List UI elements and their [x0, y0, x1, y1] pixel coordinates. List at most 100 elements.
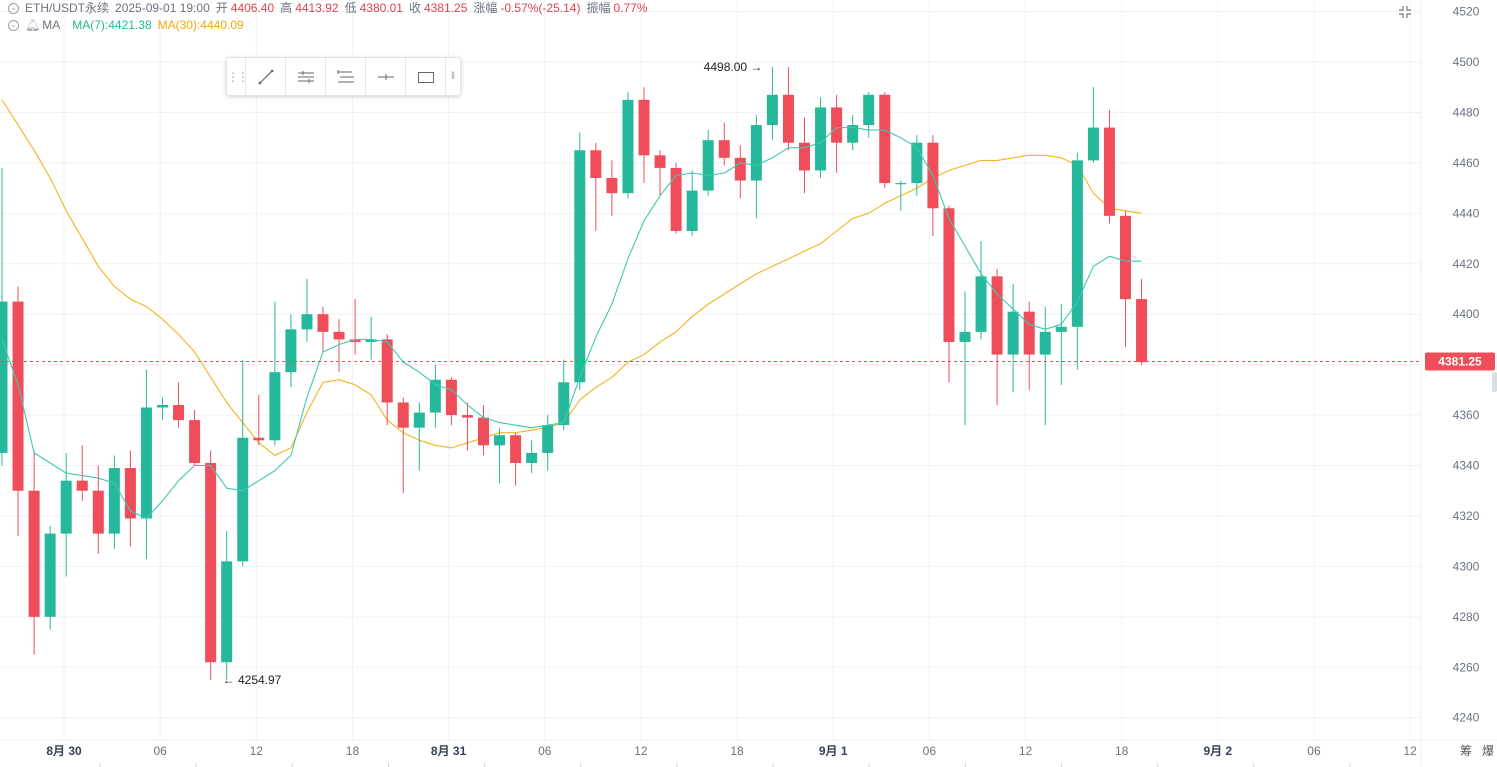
price-tick-label: 4460	[1453, 156, 1480, 170]
chevron-down-icon[interactable]: ⌄	[8, 19, 19, 31]
candle	[1055, 304, 1067, 385]
candle	[173, 382, 185, 428]
time-axis[interactable]: 8月 30 06 12 18 8月 31 06 12 18 9月 1 06 12 18 9月 2 06 12…	[46, 744, 1494, 767]
candle-body	[108, 468, 120, 534]
candle	[831, 94, 843, 173]
candle	[205, 450, 217, 680]
price-tick-label: 4300	[1453, 559, 1480, 573]
candle-body	[959, 331, 971, 342]
candle-body	[285, 329, 297, 373]
low-label: 低	[344, 1, 357, 15]
candle	[478, 404, 489, 456]
candle	[654, 150, 666, 196]
rectangle-icon	[417, 71, 434, 83]
candle-body	[60, 480, 72, 534]
low-price-label: ← 4254.97	[223, 673, 282, 687]
change-label: 涨幅	[473, 1, 498, 15]
parallel-lines-icon	[297, 70, 314, 83]
high-price-label: 4498.00 →	[704, 60, 763, 74]
candle-body	[526, 452, 538, 463]
candle	[863, 92, 875, 138]
candle	[1071, 152, 1083, 370]
trend-line-tool[interactable]	[245, 58, 285, 95]
fullscreen-button[interactable]	[1396, 3, 1414, 21]
candle-body	[847, 125, 859, 143]
horizontal-ray-tool[interactable]	[365, 58, 405, 95]
candle	[333, 319, 345, 373]
rectangle-tool[interactable]	[405, 58, 445, 95]
candle-body	[750, 125, 762, 181]
candle-body	[895, 183, 907, 185]
candle	[44, 526, 56, 630]
ma7-value: MA(7):4421.38	[72, 18, 152, 32]
price-tick-label: 4440	[1453, 206, 1480, 220]
candle-body	[606, 178, 618, 194]
candle	[237, 359, 249, 567]
candle-body	[943, 208, 955, 342]
candle	[157, 397, 168, 421]
candle	[991, 268, 1003, 405]
candle-body	[301, 314, 313, 330]
candle-body	[799, 142, 810, 171]
candle	[943, 205, 955, 383]
time-tick-label: 8月 30	[46, 744, 82, 758]
candle	[1136, 278, 1148, 365]
close-value: 4381.25	[424, 1, 468, 15]
annotations-layer: 4381.25 4498.00 → ← 4254.97	[0, 60, 1495, 687]
change-value: -0.57%(-25.14)	[500, 1, 581, 15]
amplitude-label: 振幅	[586, 1, 611, 15]
candle	[911, 135, 923, 196]
bell-icon[interactable]: 🔔︎	[25, 18, 41, 32]
candle	[718, 122, 730, 166]
candle	[60, 452, 72, 577]
time-tick-label: 06	[153, 744, 167, 758]
candle	[317, 306, 329, 353]
candle	[1103, 109, 1115, 224]
bottom-button-0[interactable]: 筹	[1460, 744, 1472, 758]
candle	[815, 97, 827, 179]
candle	[542, 415, 554, 471]
bottom-button-1[interactable]: 爆	[1482, 744, 1494, 758]
candle-body	[349, 339, 361, 342]
time-tick-label: 18	[346, 744, 360, 758]
candle-body	[0, 301, 8, 453]
candle-body	[92, 490, 104, 534]
candle-body	[44, 533, 56, 617]
candle	[590, 142, 602, 231]
candle-body	[1136, 299, 1148, 363]
candle-body	[558, 382, 570, 426]
candle-body	[702, 140, 714, 191]
ma-indicator-label[interactable]: MA	[42, 18, 61, 32]
close-label: 收	[408, 1, 421, 15]
candle-body	[1055, 326, 1067, 332]
candle-body	[574, 150, 586, 383]
last-price-label: 4381.25	[1438, 354, 1482, 368]
channel-tool[interactable]	[325, 58, 365, 95]
price-tick-label: 4240	[1453, 711, 1480, 725]
candle	[670, 162, 682, 234]
candle-body	[1071, 160, 1083, 327]
chevron-down-icon[interactable]: ⌄	[8, 2, 19, 14]
candle-body	[381, 339, 393, 403]
candle-body	[863, 94, 875, 126]
candle-body	[1120, 215, 1131, 300]
candle	[285, 314, 297, 388]
price-tick-label: 4400	[1453, 307, 1480, 321]
candle-body	[975, 276, 987, 332]
candle	[494, 427, 506, 484]
candle	[526, 440, 538, 474]
drag-handle-icon[interactable]: ⋮⋮	[227, 69, 249, 84]
candle-body	[782, 94, 794, 143]
parallel-lines-tool[interactable]	[285, 58, 325, 95]
candle-body	[221, 561, 233, 663]
symbol-name[interactable]: ETH/USDT永续	[25, 1, 110, 15]
candle-body	[205, 462, 217, 663]
scrollbar-handle[interactable]	[1492, 372, 1497, 392]
time-tick-label: 18	[1115, 744, 1129, 758]
price-axis[interactable]: 4240426042804300432043404360438044004420…	[1453, 5, 1480, 725]
horizontal-ray-icon	[377, 73, 394, 80]
more-handle-icon[interactable]: ‖	[445, 58, 460, 95]
candle	[140, 369, 152, 559]
